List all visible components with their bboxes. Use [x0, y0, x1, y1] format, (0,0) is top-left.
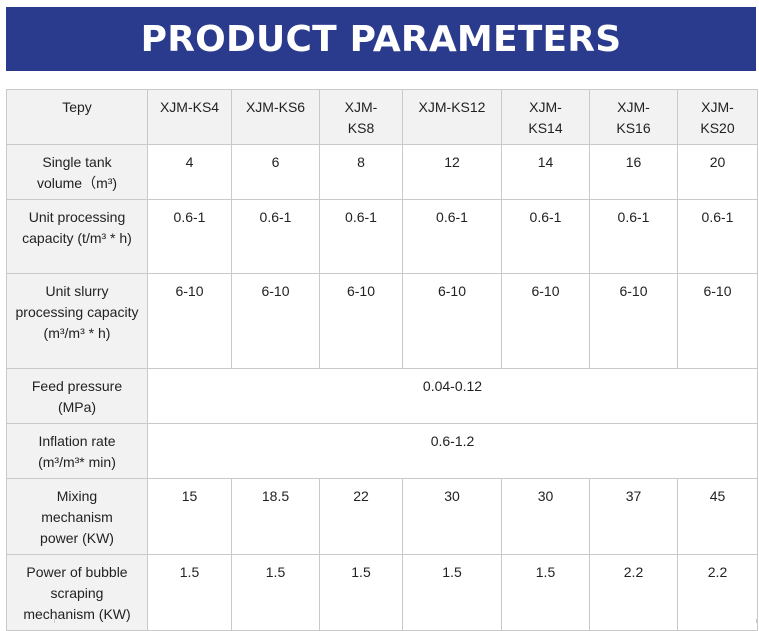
product-parameters-table: Tepy XJM-KS4 XJM-KS6 XJM-KS8 XJM-KS12 XJ…	[6, 89, 758, 631]
table-row: Power of bubble scraping mechanism (KW) …	[6, 554, 758, 631]
value-cell: 14	[501, 144, 590, 200]
value-cell: 18.5	[231, 478, 320, 555]
value-cell: 0.6-1	[231, 199, 320, 274]
value-cell: 0.6-1	[319, 199, 403, 274]
table-row: Feed pressure (MPa) 0.04-0.12	[6, 368, 758, 424]
value-cell: 8	[319, 144, 403, 200]
value-cell: 1.5	[319, 554, 403, 631]
row-label: Unit slurry processing capacity (m³/m³ *…	[6, 273, 148, 369]
value-cell: 45	[677, 478, 758, 555]
value-cell: 6-10	[147, 273, 232, 369]
table-row: Inflation rate (m³/m³* min) 0.6-1.2	[6, 423, 758, 479]
value-cell: 0.6-1	[402, 199, 502, 274]
value-cell: 30	[402, 478, 502, 555]
header-model-cell: XJM-KS8	[319, 89, 403, 145]
header-model-cell: XJM-KS12	[402, 89, 502, 145]
table-row: Single tank volume（m³) 4 6 8 12 14 16 20	[6, 144, 758, 200]
value-cell: 22	[319, 478, 403, 555]
value-cell: 0.6-1	[589, 199, 678, 274]
value-cell: 1.5	[402, 554, 502, 631]
value-cell: 20	[677, 144, 758, 200]
table-row: Mixing mechanism power (KW) 15 18.5 22 3…	[6, 478, 758, 555]
value-cell: 37	[589, 478, 678, 555]
row-label: Feed pressure (MPa)	[6, 368, 148, 424]
value-cell: 0.6-1	[677, 199, 758, 274]
value-cell: 6-10	[501, 273, 590, 369]
value-cell: 0.6-1	[147, 199, 232, 274]
header-model-cell: XJM-KS14	[501, 89, 590, 145]
value-cell: 30	[501, 478, 590, 555]
value-cell: 0.6-1	[501, 199, 590, 274]
value-cell: 6-10	[677, 273, 758, 369]
header-model-cell: XJM-KS4	[147, 89, 232, 145]
value-cell: 1.5	[231, 554, 320, 631]
value-cell: 15	[147, 478, 232, 555]
value-cell: 6	[231, 144, 320, 200]
header-model-cell: XJM-KS6	[231, 89, 320, 145]
row-label: Power of bubble scraping mechanism (KW)	[6, 554, 148, 631]
header-label-cell: Tepy	[6, 89, 148, 145]
merged-value-cell: 0.6-1.2	[147, 423, 758, 479]
value-cell: 6-10	[402, 273, 502, 369]
header-model-cell: XJM-KS20	[677, 89, 758, 145]
value-cell: 12	[402, 144, 502, 200]
row-label: Inflation rate (m³/m³* min)	[6, 423, 148, 479]
value-cell: 2.2	[677, 554, 758, 631]
value-cell: 6-10	[319, 273, 403, 369]
title-banner: PRODUCT PARAMETERS	[6, 7, 756, 71]
table-header-row: Tepy XJM-KS4 XJM-KS6 XJM-KS8 XJM-KS12 XJ…	[6, 89, 758, 145]
table-row: Unit slurry processing capacity (m³/m³ *…	[6, 273, 758, 369]
page-title: PRODUCT PARAMETERS	[140, 18, 622, 60]
value-cell: 1.5	[501, 554, 590, 631]
value-cell: 16	[589, 144, 678, 200]
table-row: Unit processing capacity (t/m³ * h) 0.6-…	[6, 199, 758, 274]
next-row-edge	[6, 619, 757, 623]
value-cell: 1.5	[147, 554, 232, 631]
value-cell: 2.2	[589, 554, 678, 631]
value-cell: 6-10	[231, 273, 320, 369]
header-model-cell: XJM-KS16	[589, 89, 678, 145]
merged-value-cell: 0.04-0.12	[147, 368, 758, 424]
row-label: Mixing mechanism power (KW)	[6, 478, 148, 555]
row-label: Unit processing capacity (t/m³ * h)	[6, 199, 148, 274]
value-cell: 6-10	[589, 273, 678, 369]
value-cell: 4	[147, 144, 232, 200]
row-label: Single tank volume（m³)	[6, 144, 148, 200]
